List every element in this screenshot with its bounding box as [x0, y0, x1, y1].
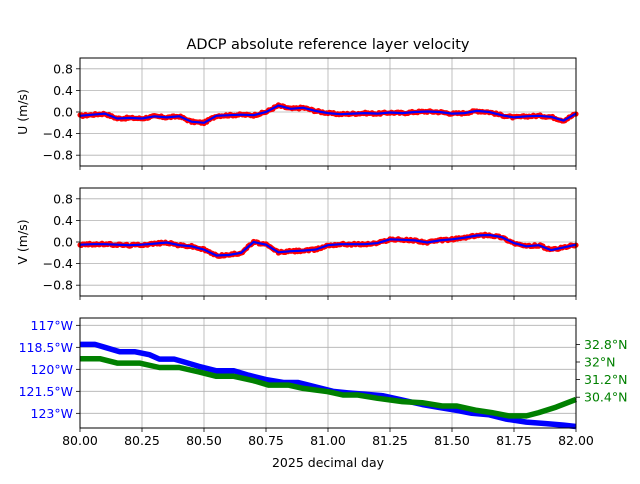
x-tick-label: 81.50: [434, 433, 470, 448]
plot-frame: [79, 57, 577, 167]
y-axis-label: U (m/s): [15, 89, 30, 135]
right-tick-label: 32.8°N: [584, 337, 627, 352]
u-velocity-panel: 0.8 0.4 0.0 −0.4 −0.8 U (m/s): [15, 57, 579, 170]
y-tick-label: 0.8: [53, 191, 73, 206]
right-tick-label: 31.2°N: [584, 372, 627, 387]
right-tick-label: 32°N: [584, 355, 616, 370]
x-tick-label: 80.25: [124, 433, 160, 448]
y-tick-label: 0.0: [53, 235, 73, 250]
left-tick-label: 123°W: [31, 406, 73, 421]
x-tick-label: 82.00: [558, 433, 594, 448]
x-tick-label: 80.50: [186, 433, 222, 448]
v-velocity-panel: 0.8 0.4 0.0 −0.4 −0.8 V (m/s): [15, 187, 579, 300]
y-tick-label: −0.8: [43, 148, 73, 163]
x-tick-label: 80.75: [248, 433, 284, 448]
series-line: [79, 233, 577, 257]
x-axis-label: 2025 decimal day: [272, 455, 385, 470]
x-tick-label: 81.75: [496, 433, 532, 448]
y-tick-label: −0.4: [43, 256, 73, 271]
series-line: [79, 104, 577, 124]
left-tick-label: 121.5°W: [19, 384, 73, 399]
y-tick-label: 0.4: [53, 83, 73, 98]
plot-frame: [79, 317, 577, 429]
right-tick-label: 30.4°N: [584, 390, 627, 405]
y-tick-label: −0.8: [43, 278, 73, 293]
y-tick-label: −0.4: [43, 126, 73, 141]
latitude-line: [80, 355, 577, 419]
left-tick-label: 118.5°W: [19, 340, 73, 355]
x-tick-label: 81.00: [310, 433, 346, 448]
position-panel: 80.00 80.25 80.50 80.75 81.00 81.25 81.50 81.75…: [19, 317, 627, 470]
plot-frame: [79, 187, 577, 297]
left-tick-label: 117°W: [31, 318, 73, 333]
y-axis-label: V (m/s): [15, 219, 30, 264]
y-tick-label: 0.4: [53, 213, 73, 228]
y-tick-label: 0.8: [53, 61, 73, 76]
left-tick-label: 120°W: [31, 362, 73, 377]
chart-title: ADCP absolute reference layer velocity: [186, 37, 469, 53]
y-tick-label: 0.0: [53, 105, 73, 120]
x-tick-label: 80.00: [62, 433, 98, 448]
x-tick-label: 81.25: [372, 433, 408, 448]
